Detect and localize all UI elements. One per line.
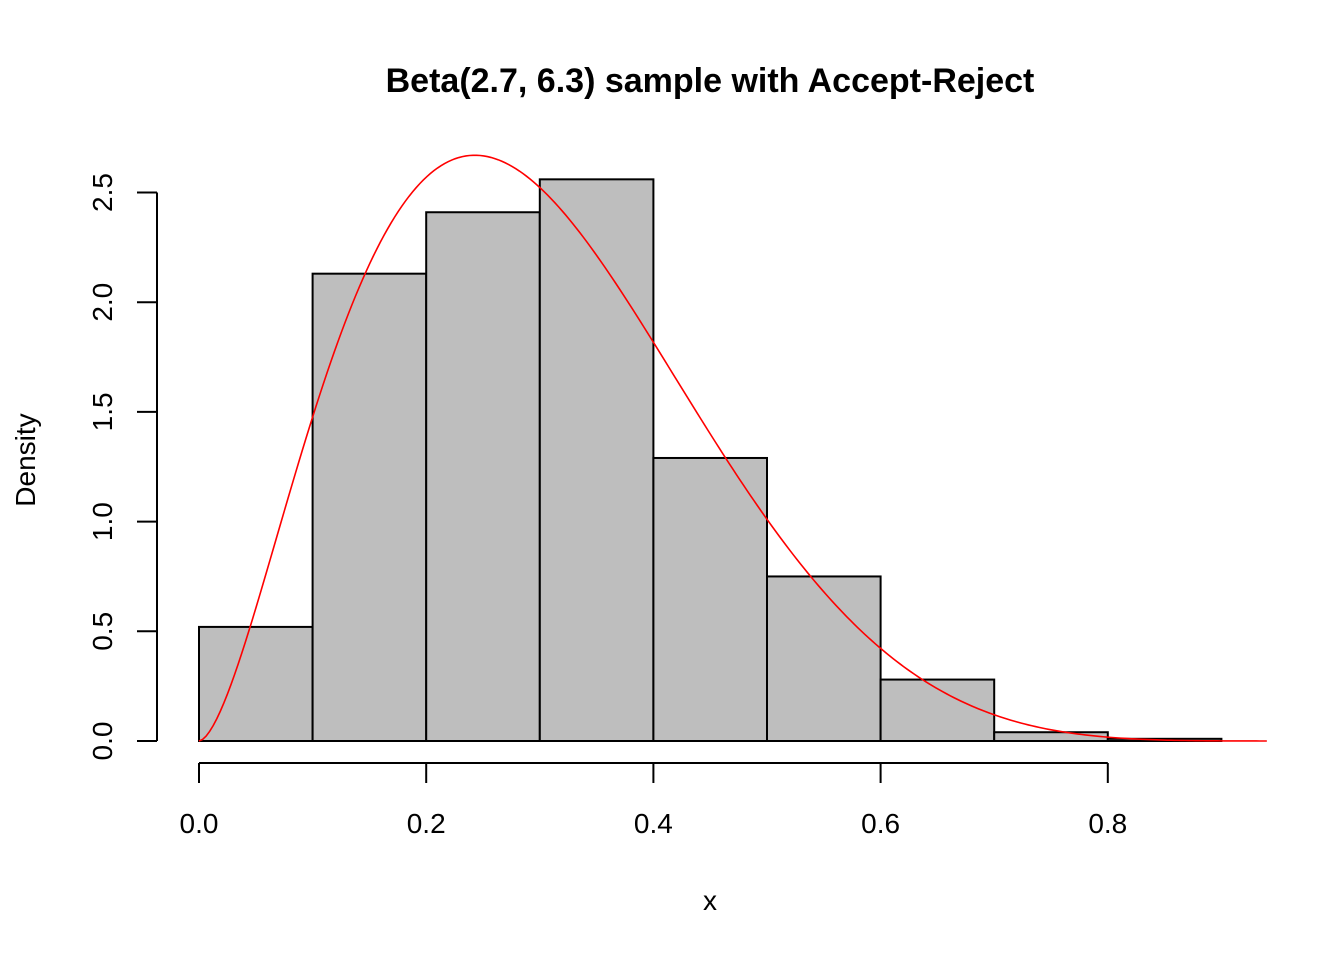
- histogram-bar: [766, 575, 882, 743]
- x-tick-label: 0.0: [180, 808, 219, 839]
- histogram-bar: [198, 625, 314, 742]
- density-curve: [198, 154, 1267, 742]
- y-axis-label: Density: [10, 413, 41, 506]
- x-tick-label: 0.6: [861, 808, 900, 839]
- x-axis-label: x: [703, 885, 717, 916]
- y-tick-label: 1.5: [87, 392, 118, 431]
- y-tick-label: 2.0: [87, 283, 118, 322]
- y-tick-label: 0.0: [87, 722, 118, 761]
- y-tick-label: 0.5: [87, 612, 118, 651]
- histogram-bar: [879, 678, 996, 742]
- x-axis: 0.0 0.2 0.4 0.6 0.8: [180, 762, 1127, 839]
- y-tick-label: 1.0: [87, 502, 118, 541]
- x-tick-label: 0.8: [1088, 808, 1127, 839]
- x-tick-label: 0.2: [407, 808, 446, 839]
- histogram-bar: [652, 456, 769, 742]
- histogram-bar: [311, 272, 428, 742]
- histogram-bar: [425, 211, 541, 743]
- histogram-bar: [538, 178, 655, 742]
- y-axis: 0.0 0.5 1.0 1.5 2.0 2.5: [87, 173, 158, 761]
- y-tick-label: 2.5: [87, 173, 118, 212]
- histogram-bars: [198, 178, 1223, 743]
- histogram-bar: [993, 731, 1109, 742]
- chart-title: Beta(2.7, 6.3) sample with Accept-Reject: [386, 62, 1035, 100]
- x-tick-label: 0.4: [634, 808, 673, 839]
